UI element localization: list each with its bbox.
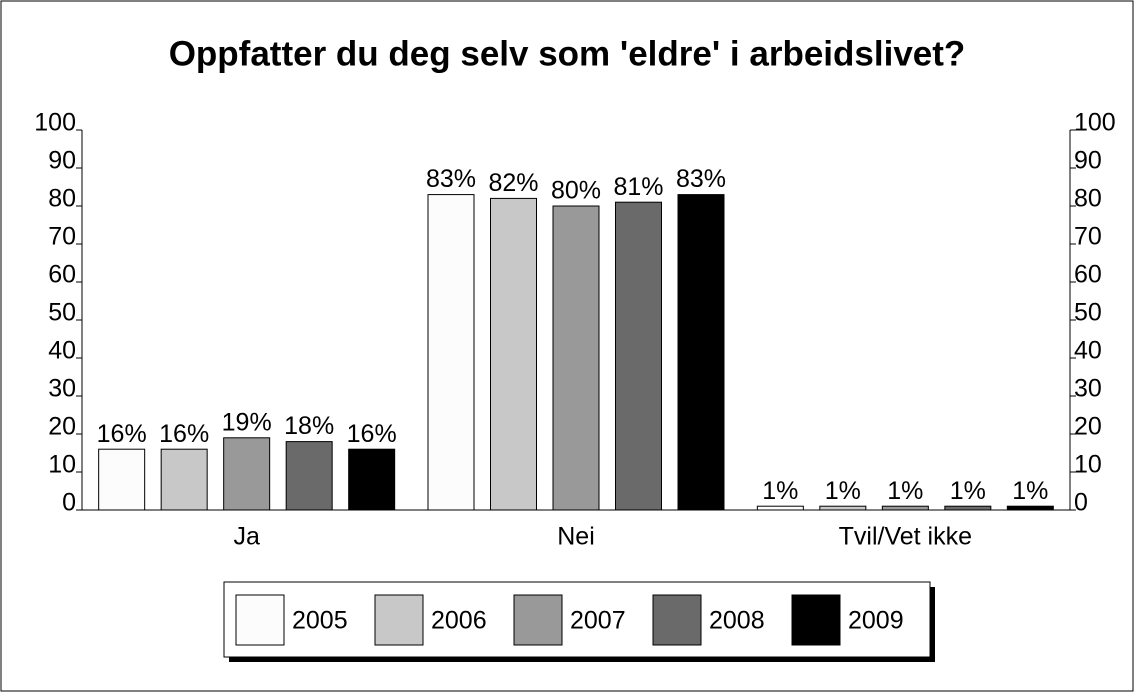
legend-label: 2007: [570, 607, 626, 635]
bar: [756, 505, 804, 511]
x-tick-label: Ja: [233, 523, 260, 551]
y-tick-label: 90: [48, 147, 76, 175]
y2-tick-label: 10: [1074, 451, 1102, 479]
value-label: 16%: [347, 420, 397, 448]
bar: [1006, 505, 1054, 511]
y-tick-label: 40: [48, 337, 76, 365]
y2-tick-label: 90: [1074, 147, 1102, 175]
legend-label: 2005: [292, 607, 348, 635]
y2-tick-label: 60: [1074, 261, 1102, 289]
legend-swatch: [652, 594, 702, 646]
legend-label: 2008: [709, 607, 765, 635]
value-label: 18%: [284, 412, 334, 440]
legend-label: 2009: [848, 607, 904, 635]
y2-tick-label: 70: [1074, 223, 1102, 251]
y-tick-label: 0: [62, 489, 76, 517]
y2-tick-label: 20: [1074, 413, 1102, 441]
value-label: 1%: [825, 477, 861, 505]
value-label: 1%: [762, 477, 798, 505]
y2-tick-label: 100: [1074, 109, 1116, 137]
y-tick-label: 10: [48, 451, 76, 479]
bar: [677, 194, 725, 511]
bar: [615, 201, 662, 511]
value-label: 82%: [488, 169, 538, 197]
y2-tick-label: 40: [1074, 337, 1102, 365]
bar: [944, 505, 992, 511]
y-tick-label: 30: [48, 375, 76, 403]
value-label: 81%: [613, 173, 663, 201]
bar: [160, 448, 208, 511]
y2-tick-label: 80: [1074, 185, 1102, 213]
bar: [285, 441, 333, 511]
value-label: 1%: [1012, 477, 1048, 505]
y2-tick-label: 50: [1074, 299, 1102, 327]
value-label: 19%: [222, 408, 272, 436]
y2-tick-label: 30: [1074, 375, 1102, 403]
bar: [490, 197, 537, 511]
y-tick-label: 50: [48, 299, 76, 327]
bar: [348, 448, 396, 511]
legend-swatch: [791, 594, 841, 646]
x-tick-label: Nei: [557, 523, 595, 551]
bar: [819, 505, 867, 511]
value-label: 1%: [887, 477, 923, 505]
value-label: 83%: [426, 165, 476, 193]
y-tick-label: 80: [48, 185, 76, 213]
chart-title: Oppfatter du deg selv som 'eldre' i arbe…: [169, 34, 966, 73]
bar: [223, 437, 271, 511]
y-tick-label: 70: [48, 223, 76, 251]
y-tick-label: 60: [48, 261, 76, 289]
y-tick-label: 20: [48, 413, 76, 441]
x-tick-label: Tvil/Vet ikke: [839, 523, 972, 551]
value-label: 16%: [159, 420, 209, 448]
legend-swatch: [374, 594, 424, 646]
bar: [98, 448, 146, 511]
legend-swatch: [513, 594, 563, 646]
value-label: 83%: [676, 165, 726, 193]
bar: [427, 194, 475, 511]
legend-swatch: [235, 594, 285, 646]
y2-tick-label: 0: [1074, 489, 1088, 517]
value-label: 1%: [950, 477, 986, 505]
value-label: 80%: [551, 177, 601, 205]
bar: [552, 205, 600, 511]
legend-label: 2006: [431, 607, 487, 635]
y-tick-label: 100: [34, 109, 76, 137]
bar: [881, 505, 929, 511]
value-label: 16%: [97, 420, 147, 448]
